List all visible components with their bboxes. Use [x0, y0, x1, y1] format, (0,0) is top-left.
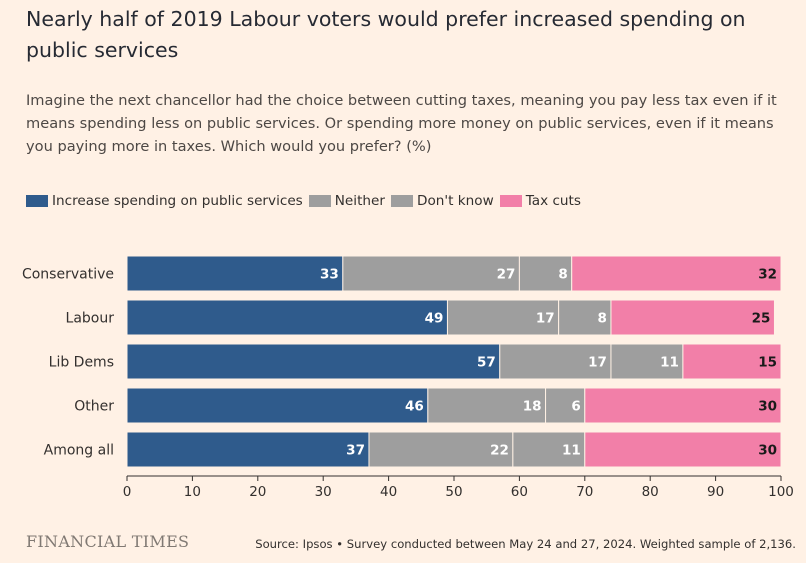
source-note: Source: Ipsos • Survey conducted between…	[255, 537, 796, 551]
data-label-lib-dems-series-1: 17	[588, 355, 607, 371]
bar-among-all-series-2	[512, 431, 586, 468]
legend-swatch-tax-cuts	[499, 195, 522, 207]
data-label-labour-series-1: 17	[536, 311, 555, 327]
data-label-among-all-series-1: 22	[490, 443, 509, 459]
x-tick-label-90: 90	[707, 484, 724, 500]
stacked-bar-chart: Conservative 33 27 8 32 Labour 49 17 8 25 Lib Dems…	[22, 255, 794, 500]
category-label-among-all: Among all	[44, 443, 114, 459]
bar-conservative-series-0	[126, 255, 344, 292]
data-label-conservative-series-1: 27	[497, 267, 516, 283]
bar-conservative-series-3	[571, 255, 782, 292]
legend-label-dont-know: Don't know	[416, 193, 494, 209]
bar-other-series-2	[545, 387, 586, 424]
legend-item-neither: Neither	[308, 193, 385, 209]
bar-other-series-0	[126, 387, 429, 424]
bar-among-all-series-3	[584, 431, 782, 468]
bar-lib-dems-series-3	[682, 343, 782, 380]
category-label-labour: Labour	[66, 311, 115, 327]
data-label-among-all-series-3: 30	[758, 443, 777, 459]
legend-swatch-neither	[308, 195, 331, 207]
bar-labour-series-0	[126, 299, 448, 336]
legend-label-tax-cuts: Tax cuts	[525, 193, 581, 209]
x-tick-label-70: 70	[576, 484, 593, 500]
data-label-other-series-0: 46	[405, 399, 424, 415]
bar-labour-series-1	[446, 299, 560, 336]
category-label-conservative: Conservative	[22, 267, 114, 283]
data-label-labour-series-0: 49	[425, 311, 444, 327]
category-label-other: Other	[74, 399, 114, 415]
data-label-other-series-3: 30	[758, 399, 777, 415]
x-tick-label-60: 60	[511, 484, 528, 500]
legend-swatch-dont-know	[390, 195, 413, 207]
bar-conservative-series-1	[342, 255, 520, 292]
chart-title: Nearly half of 2019 Labour voters would …	[26, 7, 746, 62]
data-label-labour-series-2: 8	[598, 311, 607, 327]
x-tick-label-20: 20	[249, 484, 266, 500]
x-tick-label-10: 10	[184, 484, 201, 500]
bar-lib-dems-series-2	[610, 343, 684, 380]
legend-label-increase-spending: Increase spending on public services	[52, 193, 303, 209]
x-tick-label-30: 30	[315, 484, 332, 500]
legend-swatch-increase-spending	[26, 195, 48, 207]
chart-legend: Increase spending on public services Nei…	[26, 193, 587, 209]
legend-item-dont-know: Don't know	[390, 193, 494, 209]
data-label-lib-dems-series-2: 11	[660, 355, 679, 371]
category-label-lib-dems: Lib Dems	[49, 355, 114, 371]
bar-labour-series-2	[558, 299, 612, 336]
bar-labour-series-3	[610, 299, 775, 336]
chart-subtitle: Imagine the next chancellor had the choi…	[26, 92, 777, 155]
data-label-among-all-series-2: 11	[562, 443, 581, 459]
bar-among-all-series-0	[126, 431, 370, 468]
data-label-lib-dems-series-0: 57	[477, 355, 496, 371]
x-tick-label-80: 80	[642, 484, 659, 500]
publisher-brand: FINANCIAL TIMES	[26, 532, 190, 551]
data-label-lib-dems-series-3: 15	[758, 355, 777, 371]
bar-among-all-series-1	[368, 431, 514, 468]
bar-other-series-3	[584, 387, 782, 424]
data-label-other-series-1: 18	[523, 399, 542, 415]
data-label-conservative-series-2: 8	[558, 267, 567, 283]
bar-conservative-series-2	[518, 255, 573, 292]
data-label-conservative-series-0: 33	[320, 267, 339, 283]
data-label-conservative-series-3: 32	[758, 267, 777, 283]
legend-item-increase-spending: Increase spending on public services	[26, 193, 303, 209]
data-label-among-all-series-0: 37	[346, 443, 365, 459]
x-tick-label-100: 100	[768, 484, 794, 500]
legend-label-neither: Neither	[334, 193, 385, 209]
data-label-other-series-2: 6	[571, 399, 580, 415]
bar-lib-dems-series-0	[126, 343, 501, 380]
legend-item-tax-cuts: Tax cuts	[499, 193, 581, 209]
x-tick-label-40: 40	[380, 484, 397, 500]
x-tick-label-50: 50	[445, 484, 462, 500]
x-tick-label-0: 0	[123, 484, 132, 500]
bar-other-series-1	[427, 387, 547, 424]
data-label-labour-series-3: 25	[752, 311, 771, 327]
